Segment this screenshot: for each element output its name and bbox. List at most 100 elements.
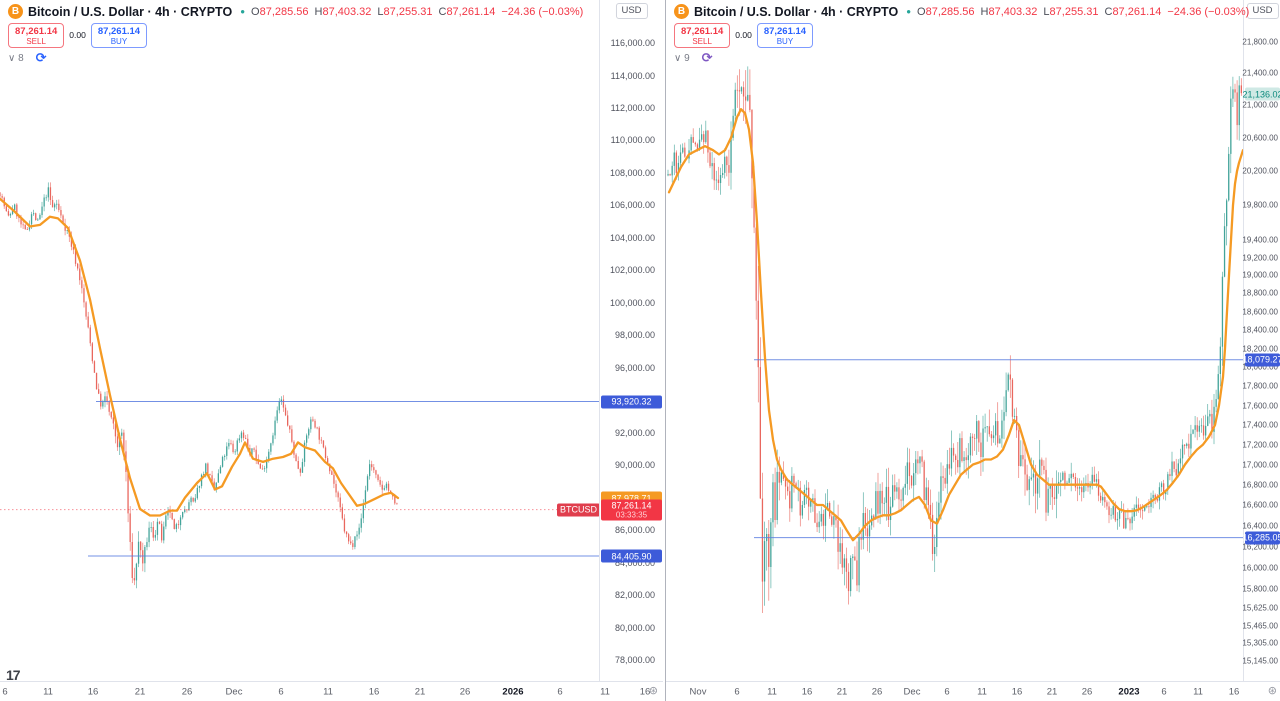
- y-axis-tick: 18,800.00: [1242, 288, 1278, 298]
- x-axis-tick: Nov: [689, 686, 707, 697]
- currency-toggle-button[interactable]: USD: [1246, 3, 1279, 19]
- last-price-label: 87,261.14 03:33:35: [601, 499, 662, 521]
- sell-label: SELL: [692, 37, 712, 46]
- buy-button[interactable]: 87,261.14 BUY: [756, 23, 814, 48]
- y-axis-tick: 18,600.00: [1242, 307, 1278, 316]
- y-axis-tick: 80,000.00: [614, 622, 655, 633]
- y-axis-tick: 84,000.00: [614, 557, 655, 568]
- market-status-icon: ●: [906, 7, 912, 16]
- y-axis-tick: 17,000.00: [1242, 460, 1278, 469]
- y-axis-tick: 16,400.00: [1242, 521, 1278, 531]
- ohlc-readout: O87,285.56 H87,403.32 L87,255.31 C87,261…: [917, 5, 1162, 18]
- y-axis-tick: 16,800.00: [1242, 480, 1278, 490]
- y-axis-tick: 78,000.00: [614, 655, 655, 665]
- time-axis[interactable]: 6 11 16 21 26 Dec 6 11 16 21 26 2026 6 11 16: [0, 681, 663, 701]
- sell-price: 87,261.14: [15, 26, 58, 37]
- sync-icon[interactable]: ⟳: [701, 50, 713, 65]
- x-axis-tick: 6: [557, 686, 563, 697]
- chart-canvas[interactable]: BTCUSD: [0, 0, 600, 682]
- x-axis-tick: 26: [871, 686, 883, 697]
- y-axis-tick: 108,000.00: [609, 167, 655, 178]
- y-axis-tick: 19,800.00: [1242, 200, 1278, 210]
- x-axis-tick: 21: [1046, 686, 1058, 697]
- y-axis-tick: 20,200.00: [1242, 166, 1278, 176]
- sync-icon[interactable]: ⟳: [35, 50, 47, 65]
- bitcoin-logo-icon: B: [674, 4, 689, 19]
- y-axis-tick: 16,200.00: [1242, 542, 1278, 551]
- x-axis-tick: Dec: [903, 686, 921, 697]
- y-axis-tick: 92,000.00: [614, 427, 655, 438]
- spread-value: 0.00: [735, 30, 752, 40]
- chevron-down-icon: ∨: [674, 52, 682, 64]
- y-axis-tick: 20,600.00: [1242, 133, 1278, 143]
- bitcoin-logo-icon: B: [8, 4, 23, 19]
- y-axis-tick: 82,000.00: [614, 590, 655, 601]
- time-axis[interactable]: Nov 6 11 16 21 26 Dec 6 11 16 21 26 2023 6 11 16: [666, 681, 1280, 701]
- y-axis-tick: 21,800.00: [1242, 37, 1278, 46]
- x-axis-tick: 2023: [1118, 686, 1140, 697]
- y-axis-tick: 15,800.00: [1242, 584, 1278, 594]
- x-axis-tick: 11: [43, 686, 53, 697]
- price-axis[interactable]: USD 116,000.00 114,000.00 112,000.00 110,00…: [599, 0, 663, 682]
- symbol-title[interactable]: Bitcoin / U.S. Dollar · 4h · CRYPTO: [694, 4, 899, 19]
- price-level-label: 16,285.05: [1242, 531, 1280, 545]
- legend: B Bitcoin / U.S. Dollar · 4h · CRYPTO ● …: [8, 4, 583, 64]
- last-price-label: 21,136.02: [1242, 87, 1280, 101]
- y-axis-tick: 15,625.00: [1242, 603, 1278, 613]
- y-axis-tick: 106,000.00: [609, 200, 655, 211]
- x-axis-tick: 11: [767, 686, 777, 697]
- buy-label: BUY: [776, 37, 794, 46]
- x-axis-tick: 26: [459, 686, 471, 697]
- y-axis-tick: 86,000.00: [614, 525, 655, 536]
- chart-canvas[interactable]: [666, 0, 1244, 682]
- y-axis-tick: 18,000.00: [1242, 362, 1278, 372]
- x-axis-tick: Dec: [225, 686, 243, 697]
- y-axis-tick: 19,200.00: [1242, 253, 1278, 262]
- x-axis-tick: 16: [801, 686, 813, 697]
- y-axis-tick: 15,145.00: [1242, 656, 1278, 666]
- y-axis-tick: 19,000.00: [1242, 270, 1278, 280]
- y-axis-tick: 15,305.00: [1242, 638, 1278, 648]
- y-axis-tick: 21,000.00: [1242, 100, 1278, 110]
- scale-settings-icon[interactable]: ⊛: [648, 685, 658, 697]
- x-axis-tick: 16: [1011, 686, 1023, 697]
- chevron-down-icon: ∨: [8, 52, 16, 64]
- buy-button[interactable]: 87,261.14 BUY: [90, 23, 148, 48]
- y-axis-tick: 19,400.00: [1242, 235, 1278, 245]
- x-axis-tick: 11: [977, 686, 987, 697]
- symbol-title[interactable]: Bitcoin / U.S. Dollar · 4h · CRYPTO: [28, 4, 233, 19]
- y-axis-tick: 98,000.00: [614, 330, 655, 341]
- sell-button[interactable]: 87,261.14 SELL: [674, 23, 731, 48]
- x-axis-tick: 16: [87, 686, 99, 697]
- x-axis-tick: 16: [639, 686, 651, 697]
- x-axis-tick: 11: [600, 686, 610, 697]
- x-axis-tick: 26: [1081, 686, 1093, 697]
- buy-price: 87,261.14: [97, 26, 141, 37]
- legend: B Bitcoin / U.S. Dollar · 4h · CRYPTO ● …: [674, 4, 1249, 64]
- y-axis-tick: 18,200.00: [1242, 344, 1278, 353]
- price-level-label: 93,920.32: [601, 395, 662, 408]
- chart-panel: USD 21,800.00 21,400.00 21,000.00 20,600.00…: [665, 0, 1280, 701]
- y-axis-tick: 17,400.00: [1242, 420, 1278, 430]
- symbol-tag: BTCUSD: [556, 503, 600, 517]
- x-axis-tick: 6: [2, 686, 8, 697]
- buy-label: BUY: [110, 37, 128, 46]
- spread-value: 0.00: [69, 30, 86, 40]
- y-axis-tick: 96,000.00: [614, 362, 655, 373]
- currency-toggle-button[interactable]: USD: [615, 3, 648, 19]
- object-tree-toggle[interactable]: ∨ 8: [8, 52, 24, 64]
- tradingview-watermark-icon: 17: [6, 667, 21, 683]
- x-axis-tick: 26: [181, 686, 193, 697]
- object-tree-toggle[interactable]: ∨ 9: [674, 52, 690, 64]
- x-axis-tick: 21: [134, 686, 146, 697]
- scale-settings-icon[interactable]: ⊛: [1267, 685, 1277, 697]
- x-axis-tick: 11: [1193, 686, 1203, 697]
- x-axis-tick: 2026: [502, 686, 524, 697]
- y-axis-tick: 116,000.00: [610, 38, 655, 48]
- x-axis-tick: 6: [734, 686, 740, 697]
- y-axis-tick: 100,000.00: [609, 297, 655, 308]
- sell-button[interactable]: 87,261.14 SELL: [8, 23, 65, 48]
- price-axis[interactable]: USD 21,800.00 21,400.00 21,000.00 20,600.00…: [1242, 0, 1280, 682]
- x-axis-tick: 16: [1228, 686, 1240, 697]
